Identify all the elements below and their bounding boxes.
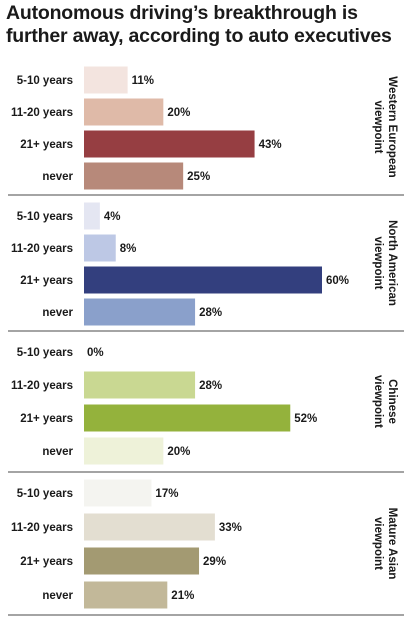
- category-label-3-4: never: [42, 446, 73, 458]
- value-label-4-1: 17%: [155, 488, 178, 500]
- category-label-2-2: 11-20 years: [11, 243, 73, 255]
- category-label-1-4: never: [42, 171, 73, 183]
- value-label-4-4: 21%: [171, 590, 194, 602]
- value-label-1-3: 43%: [259, 139, 282, 151]
- category-label-2-4: never: [42, 307, 73, 319]
- category-label-4-4: never: [42, 590, 73, 602]
- panel-label-3-line-1: Chinese: [386, 379, 398, 424]
- panel-label-1-line-2: viewpoint: [372, 100, 384, 153]
- bar-2-3: [84, 266, 322, 294]
- category-label-2-3: 21+ years: [20, 275, 73, 287]
- bar-4-1: [84, 479, 152, 507]
- panel-label-1-line-1: Western European: [386, 76, 398, 177]
- bar-2-1: [84, 202, 100, 230]
- value-label-2-2: 8%: [120, 243, 137, 255]
- panel-label-4-line-1: Mature Asian: [386, 508, 398, 580]
- category-label-1-2: 11-20 years: [11, 107, 73, 119]
- value-label-4-2: 33%: [219, 522, 242, 534]
- value-label-2-1: 4%: [104, 211, 121, 223]
- chart-title: Autonomous driving’s breakthrough is fur…: [6, 2, 406, 48]
- category-label-4-3: 21+ years: [20, 556, 73, 568]
- bar-1-3: [84, 130, 255, 158]
- category-label-3-2: 11-20 years: [11, 380, 73, 392]
- panel-label-2-line-2: viewpoint: [372, 236, 384, 289]
- category-label-3-3: 21+ years: [20, 413, 73, 425]
- chart-title-line-2: further away, according to auto executiv…: [6, 25, 392, 47]
- category-label-4-1: 5-10 years: [17, 488, 73, 500]
- bar-4-3: [84, 547, 200, 575]
- bar-1-1: [84, 66, 128, 94]
- bar-1-2: [84, 98, 164, 126]
- value-label-3-3: 52%: [294, 413, 317, 425]
- category-label-1-3: 21+ years: [20, 139, 73, 151]
- value-label-4-3: 29%: [203, 556, 226, 568]
- bar-3-3: [84, 404, 291, 432]
- value-label-3-2: 28%: [199, 380, 222, 392]
- value-label-2-4: 28%: [199, 307, 222, 319]
- value-label-2-3: 60%: [326, 275, 349, 287]
- chart-title-line-1: Autonomous driving’s breakthrough is: [6, 2, 358, 24]
- value-label-1-1: 11%: [132, 75, 154, 87]
- category-label-4-2: 11-20 years: [11, 522, 73, 534]
- panel-label-3-line-2: viewpoint: [372, 375, 384, 428]
- value-label-1-4: 25%: [187, 171, 210, 183]
- bar-1-4: [84, 162, 184, 190]
- value-label-1-2: 20%: [167, 107, 190, 119]
- value-label-3-1: 0%: [87, 347, 104, 359]
- category-label-3-1: 5-10 years: [17, 347, 73, 359]
- panel-label-2-line-1: North American: [386, 220, 398, 306]
- bar-4-4: [84, 581, 168, 609]
- category-label-2-1: 5-10 years: [17, 211, 73, 223]
- bar-2-4: [84, 298, 196, 326]
- value-label-3-4: 20%: [167, 446, 190, 458]
- bar-3-2: [84, 371, 196, 399]
- bar-2-2: [84, 234, 116, 262]
- bar-4-2: [84, 513, 215, 541]
- category-label-1-1: 5-10 years: [17, 75, 73, 87]
- panel-label-4-line-2: viewpoint: [372, 517, 384, 570]
- bar-3-4: [84, 437, 164, 465]
